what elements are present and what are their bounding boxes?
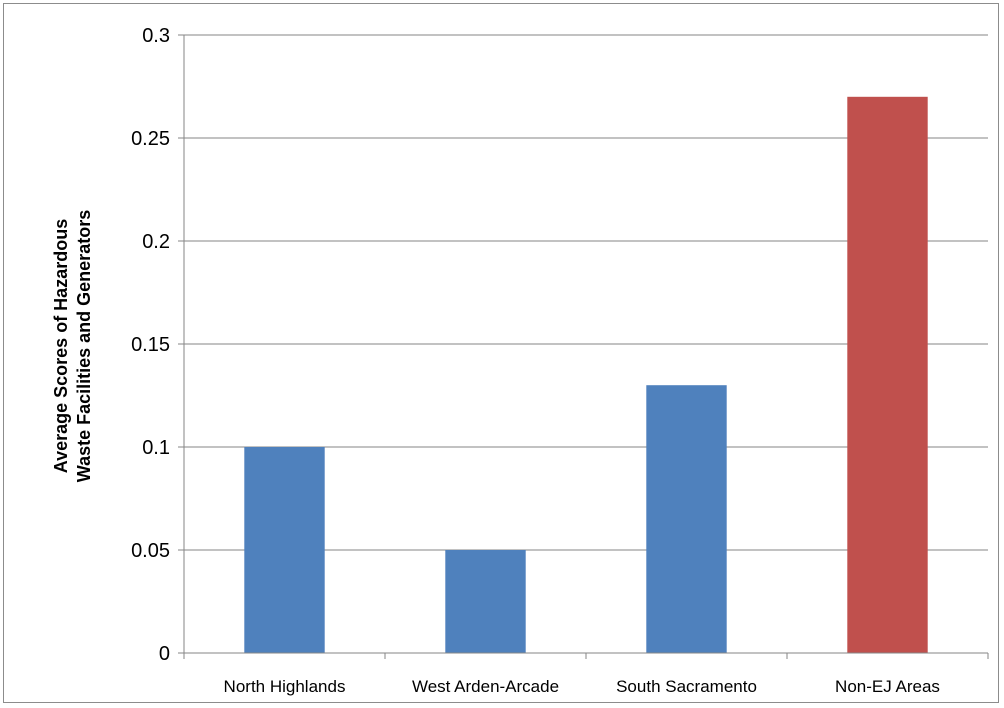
x-tick-label: Non-EJ Areas [835,677,940,696]
bar-4 [847,96,928,654]
bars [244,96,928,654]
y-axis-label-line-2: Waste Facilities and Generators [74,210,94,482]
y-tick-labels: 0 0.05 0.1 0.15 0.2 0.25 0.3 [131,25,170,665]
y-tick-label: 0.15 [131,334,170,356]
bar-3 [646,385,727,653]
y-tick-label: 0.25 [131,128,170,150]
x-tick-label: West Arden-Arcade [412,677,559,696]
y-axis-label-line-1: Average Scores of Hazardous [51,219,71,473]
y-tick-label: 0 [159,643,170,665]
x-tick-label: South Sacramento [616,677,757,696]
bar-1 [244,447,325,653]
x-tick-label: North Highlands [224,677,346,696]
bar-2 [445,550,526,653]
y-tick-label: 0.2 [142,231,170,253]
x-axis-ticks [183,653,989,659]
y-tick-label: 0.3 [142,25,170,47]
y-tick-label: 0.1 [142,437,170,459]
y-tick-label: 0.05 [131,540,170,562]
x-tick-labels: North Highlands West Arden-Arcade South Sa… [224,677,940,696]
